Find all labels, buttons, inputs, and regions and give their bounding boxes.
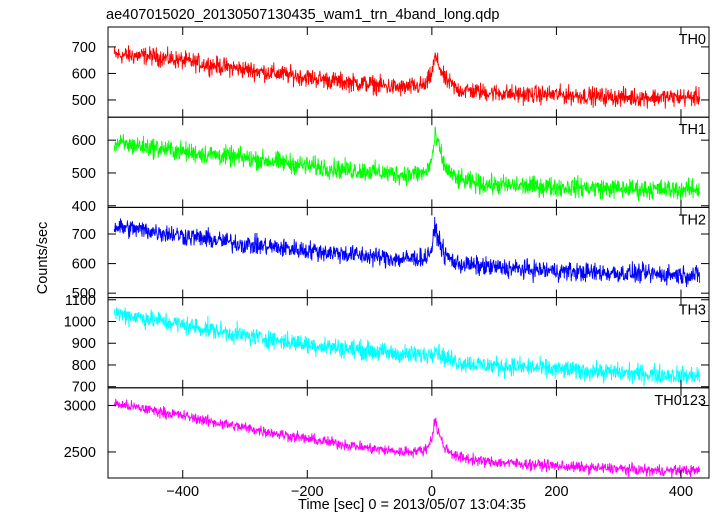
y-tick-label: 800 bbox=[72, 358, 96, 374]
y-tick-label: 700 bbox=[72, 40, 96, 56]
panel-label: TH0 bbox=[679, 32, 706, 48]
y-tick-label: 3000 bbox=[64, 398, 96, 414]
panel-label: TH0123 bbox=[654, 393, 706, 409]
series-line-th0 bbox=[113, 45, 701, 109]
panel-label: TH1 bbox=[679, 122, 706, 138]
panel-frame bbox=[107, 206, 710, 299]
x-tick-label: 0 bbox=[428, 484, 436, 500]
panel-frame bbox=[107, 116, 710, 208]
y-tick-label: 400 bbox=[72, 199, 96, 215]
panel-th0123: 2500 3000 TH0123 bbox=[64, 387, 710, 479]
y-tick-label: 500 bbox=[72, 93, 96, 109]
panel-th1: 400 500 600 TH1 bbox=[72, 116, 710, 215]
y-tick-label: 1100 bbox=[65, 293, 96, 309]
y-tick-label: 1000 bbox=[64, 315, 96, 331]
x-axis-label: Time [sec] 0 = 2013/05/07 13:04:35 bbox=[298, 497, 526, 513]
panels: 500 600 700 TH0 400 500 600 TH1 500 600 700 TH2 700 8… bbox=[64, 26, 710, 500]
panel-th2: 500 600 700 TH2 bbox=[72, 206, 710, 302]
x-tick-label: 400 bbox=[669, 484, 693, 500]
y-tick-label: 700 bbox=[72, 380, 96, 396]
panel-frame bbox=[107, 387, 710, 479]
y-tick-label: 600 bbox=[72, 66, 96, 82]
y-tick-label: 500 bbox=[72, 286, 96, 302]
chart-title: ae407015020_20130507130435_wam1_trn_4ban… bbox=[106, 7, 499, 23]
panel-th3: 700 800 900 1000 1100 TH3 bbox=[64, 293, 710, 396]
y-tick-label: 600 bbox=[72, 257, 96, 273]
y-tick-label: 600 bbox=[72, 133, 96, 149]
series-line-th1 bbox=[113, 126, 701, 202]
panel-label: TH2 bbox=[679, 212, 706, 228]
y-tick-label: 2500 bbox=[64, 445, 96, 461]
y-tick-label: 500 bbox=[72, 166, 96, 182]
x-tick-label: −400 bbox=[166, 484, 199, 500]
x-tick-label: −200 bbox=[291, 484, 324, 500]
series-line-th0123 bbox=[113, 398, 701, 478]
series-line-th3 bbox=[113, 307, 701, 387]
panel-label: TH3 bbox=[679, 303, 706, 319]
y-axis-label: Counts/sec bbox=[35, 222, 51, 295]
panel-frame bbox=[107, 26, 710, 118]
panel-th0: 500 600 700 TH0 bbox=[72, 26, 710, 118]
y-tick-label: 700 bbox=[72, 227, 96, 243]
x-tick-label: 200 bbox=[544, 484, 568, 500]
y-tick-label: 900 bbox=[72, 336, 96, 352]
series-line-th2 bbox=[113, 216, 701, 288]
